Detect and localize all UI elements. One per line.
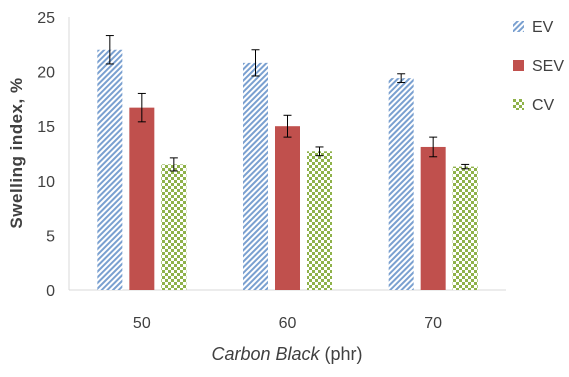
legend-item-sev: SEV — [513, 58, 564, 75]
error-bars-group — [105, 35, 470, 172]
y-tick-label: 10 — [37, 174, 55, 191]
y-tick-labels: 0 5 10 15 20 25 — [37, 10, 55, 300]
x-axis-title-main: Carbon Black — [211, 344, 320, 364]
legend-label: EV — [532, 19, 554, 36]
legend-swatch — [513, 60, 524, 71]
bar-cv-50 — [161, 164, 187, 290]
legend-item-ev: EV — [513, 19, 554, 36]
y-tick-label: 20 — [37, 65, 55, 82]
error-bar-ev-60 — [251, 49, 260, 77]
x-axis-title-unit: (phr) — [320, 344, 363, 364]
x-tick-label: 70 — [424, 315, 442, 332]
error-bar-cv-70 — [461, 163, 470, 170]
bar-sev-60 — [275, 126, 300, 290]
legend-swatch — [513, 99, 524, 110]
error-bar-sev-70 — [429, 136, 438, 158]
bar-cv-60 — [307, 151, 332, 290]
error-bar-cv-50 — [169, 157, 178, 172]
error-bar-sev-50 — [137, 92, 146, 123]
legend-swatch — [513, 21, 524, 32]
bar-cv-70 — [452, 166, 478, 290]
legend-label: SEV — [532, 58, 564, 75]
bar-ev-60 — [243, 62, 268, 290]
error-bar-sev-60 — [283, 114, 292, 138]
legend-label: CV — [532, 97, 555, 114]
legend-item-cv: CV — [513, 97, 555, 114]
error-bar-ev-50 — [105, 35, 114, 65]
bars-group — [97, 49, 478, 291]
bar-sev-70 — [420, 146, 446, 290]
bar-ev-70 — [388, 78, 414, 290]
y-axis-title: Swelling index, % — [7, 77, 26, 228]
x-tick-label: 50 — [133, 315, 151, 332]
x-tick-labels: 50 60 70 — [133, 315, 442, 332]
legend: EV SEV CV — [513, 19, 564, 114]
error-bar-ev-70 — [397, 73, 406, 84]
x-axis-title: Carbon Black (phr) — [211, 344, 362, 364]
y-tick-label: 5 — [46, 228, 55, 245]
bar-sev-50 — [129, 107, 155, 290]
y-tick-label: 0 — [46, 283, 55, 300]
y-tick-label: 15 — [37, 119, 55, 136]
error-bar-cv-60 — [315, 146, 324, 157]
x-tick-label: 60 — [279, 315, 297, 332]
bar-ev-50 — [97, 49, 123, 291]
y-tick-label: 25 — [37, 10, 55, 27]
